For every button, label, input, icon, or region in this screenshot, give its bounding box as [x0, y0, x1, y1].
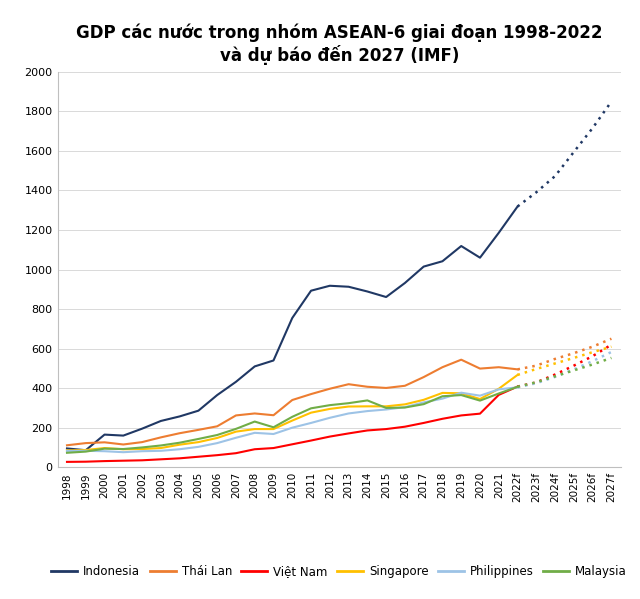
- Legend: Indonesia, Thái Lan, Việt Nam, Singapore, Philippines, Malaysia: Indonesia, Thái Lan, Việt Nam, Singapore…: [47, 560, 632, 583]
- Title: GDP các nước trong nhóm ASEAN-6 giai đoạn 1998-2022
và dự báo đến 2027 (IMF): GDP các nước trong nhóm ASEAN-6 giai đoạ…: [76, 23, 602, 65]
